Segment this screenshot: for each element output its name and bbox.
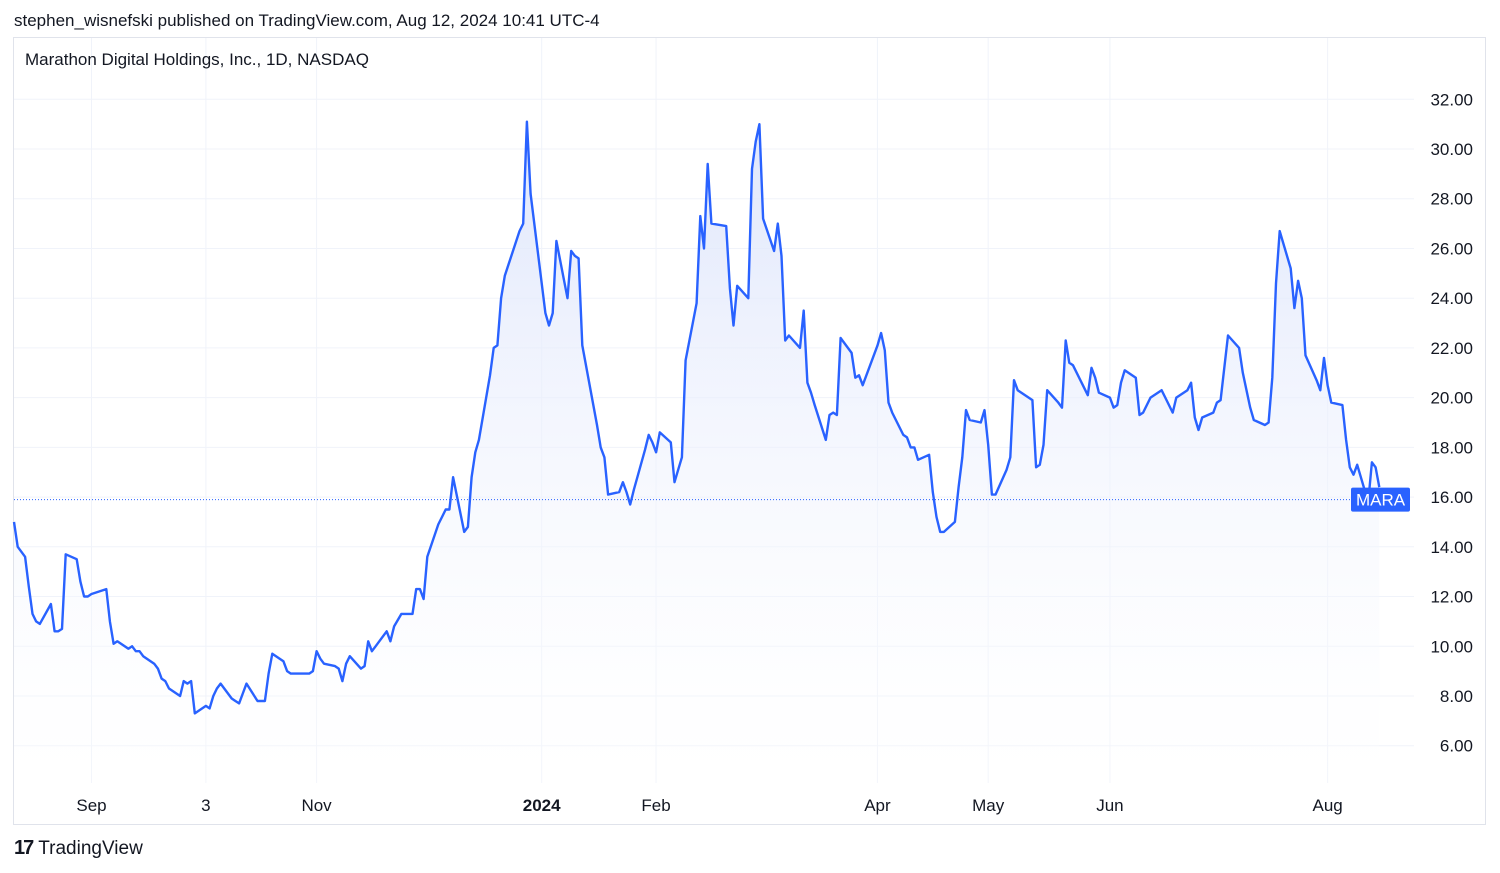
y-tick-label: 22.00 (1430, 339, 1473, 358)
y-tick-label: 32.00 (1430, 90, 1473, 109)
y-tick-label: 8.00 (1440, 687, 1473, 706)
y-tick-label: 6.00 (1440, 737, 1473, 756)
y-tick-label: 14.00 (1430, 538, 1473, 557)
series-line-layer (12, 120, 1381, 715)
tradingview-mark-icon: 17 (14, 837, 34, 859)
publisher-info: stephen_wisnefski published on TradingVi… (14, 11, 600, 30)
last-price-badge-label: MARA (1356, 491, 1406, 510)
area-fill-layer (14, 121, 1380, 783)
x-axis: Sep 3 Nov 2024 Feb Apr May Jun Aug (76, 796, 1342, 815)
tradingview-logo[interactable]: 17 TradingView (14, 837, 143, 860)
area-fill (14, 121, 1380, 783)
x-tick-label: 3 (201, 796, 210, 815)
last-price-badge-bg (1351, 487, 1410, 512)
last-price-badge: MARA (1351, 487, 1410, 512)
y-tick-label: 12.00 (1430, 588, 1473, 607)
y-tick-label: 24.00 (1430, 289, 1473, 308)
x-tick-label: Aug (1313, 796, 1343, 815)
x-tick-label: May (972, 796, 1005, 815)
y-tick-label: 20.00 (1430, 389, 1473, 408)
x-tick-label: Jun (1096, 796, 1123, 815)
x-tick-label: Sep (76, 796, 106, 815)
y-tick-label: 18.00 (1430, 438, 1473, 457)
x-tick-label: 2024 (523, 796, 561, 815)
y-axis: 6.00 8.00 10.00 12.00 14.00 16.00 18.00 20.00 22… (1430, 90, 1473, 755)
x-tick-label: Apr (864, 796, 891, 815)
y-tick-label: 16.00 (1430, 488, 1473, 507)
series-line-mara (12, 120, 1381, 715)
y-tick-label: 30.00 (1430, 140, 1473, 159)
y-tick-label: 10.00 (1430, 637, 1473, 656)
y-tick-label: 26.00 (1430, 239, 1473, 258)
x-tick-label: Feb (641, 796, 670, 815)
tradingview-brand: TradingView (38, 837, 143, 859)
y-tick-label: 28.00 (1430, 190, 1473, 209)
x-tick-label: Nov (301, 796, 332, 815)
chart-title: Marathon Digital Holdings, Inc., 1D, NAS… (25, 50, 369, 69)
